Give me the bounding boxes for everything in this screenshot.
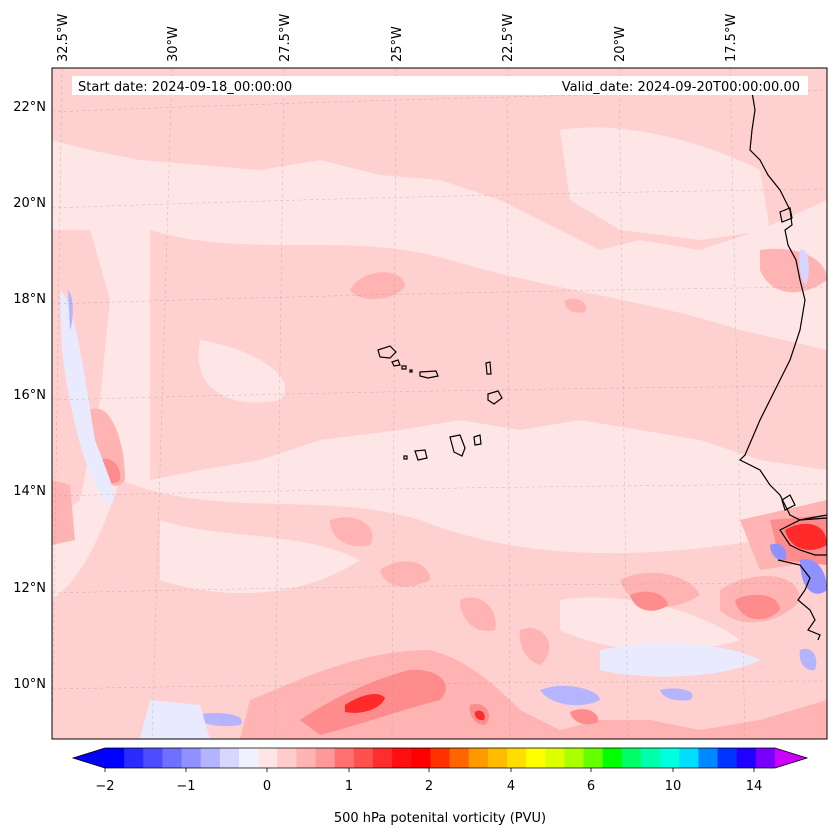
colorbar-tick-label: 6 [587, 779, 595, 794]
colorbar-cell [296, 748, 317, 768]
colorbar-cell [353, 748, 374, 768]
pv-contours-red [345, 523, 827, 721]
colorbar-cell [507, 748, 527, 768]
colorbar-cell [239, 748, 259, 768]
lat-label: 18°N [13, 292, 46, 307]
lon-label: 20°W [613, 26, 628, 62]
colorbar-cell [526, 748, 546, 768]
lat-label: 14°N [13, 484, 46, 499]
lat-label: 12°N [13, 581, 46, 596]
colorbar-ticks [104, 768, 755, 772]
colorbar-cell [373, 748, 393, 768]
colorbar-tick-label: 4 [507, 779, 515, 794]
colorbar-cell [755, 748, 776, 768]
cape-verde-islands [377, 345, 503, 461]
colorbar-cell [717, 748, 738, 768]
lon-label: 22.5°W [501, 14, 516, 62]
colorbar-tick-labels: −2 −1 0 1 2 4 6 10 14 [95, 779, 762, 794]
colorbar-cell [334, 748, 355, 768]
lon-label: 32.5°W [56, 14, 71, 62]
colorbar-cell [621, 748, 642, 768]
colorbar-cell [162, 748, 183, 768]
colorbar-cell [181, 748, 202, 768]
colorbar-cell [468, 748, 489, 768]
coastline-africa [738, 91, 827, 641]
map-panel [52, 68, 827, 739]
colorbar-cell [698, 748, 719, 768]
colorbar-tick-label: 0 [263, 779, 271, 794]
colorbar-tick-label: 2 [425, 779, 433, 794]
colorbar-cell [736, 748, 757, 768]
colorbar-tick-label: −2 [95, 779, 114, 794]
colorbar-over-arrow [775, 748, 807, 768]
colorbar-cell [392, 748, 412, 768]
lat-label: 16°N [13, 388, 46, 403]
map-frame [51, 67, 828, 740]
colorbar-title: 500 hPa potenital vorticity (PVU) [334, 811, 546, 826]
longitude-labels: 32.5°W 30°W 27.5°W 25°W 22.5°W 20°W 17.5… [56, 14, 739, 62]
lat-label: 22°N [13, 100, 46, 115]
colorbar-cell [219, 748, 240, 768]
latitude-labels: 22°N 20°N 18°N 16°N 14°N 12°N 10°N [13, 100, 46, 692]
lon-label: 17.5°W [724, 14, 739, 62]
colorbar-cell [660, 748, 680, 768]
start-date-text: Start date: 2024-09-18_00:00:00 [78, 80, 292, 95]
lat-label: 10°N [13, 677, 46, 692]
colorbar-cell [545, 748, 565, 768]
colorbar-tick-label: 1 [345, 779, 353, 794]
map-gridlines [52, 68, 827, 739]
colorbar-tick-label: 14 [746, 779, 763, 794]
colorbar-cell [641, 748, 661, 768]
colorbar-cell [258, 748, 278, 768]
lon-label: 27.5°W [278, 14, 293, 62]
colorbar-cell [277, 748, 297, 768]
colorbar-cell [602, 748, 623, 768]
colorbar-under-arrow [73, 748, 105, 768]
colorbar-cell [449, 748, 470, 768]
colorbar-cell [583, 748, 604, 768]
colorbar-cells [105, 748, 776, 768]
colorbar-cell [679, 748, 699, 768]
pv-contours-pale [160, 127, 770, 651]
colorbar: −2 −1 0 1 2 4 6 10 14 500 hPa potenital … [71, 747, 809, 826]
colorbar-tick-label: 10 [665, 779, 682, 794]
colorbar-tick-label: −1 [176, 779, 195, 794]
colorbar-cell [430, 748, 451, 768]
colorbar-cell [487, 748, 508, 768]
colorbar-cell [411, 748, 431, 768]
info-bar-background [72, 76, 808, 95]
colorbar-cell [564, 748, 585, 768]
colorbar-cell [200, 748, 221, 768]
colorbar-cell [143, 748, 163, 768]
colorbar-cell [315, 748, 336, 768]
lon-label: 25°W [390, 26, 405, 62]
pv-contours-blue [60, 249, 827, 739]
lat-label: 20°N [13, 196, 46, 211]
valid-date-text: Valid_date: 2024-09-20T00:00:00.00 [562, 80, 800, 95]
lon-label: 30°W [166, 26, 181, 62]
colorbar-cell [105, 748, 125, 768]
colorbar-cell [124, 748, 144, 768]
